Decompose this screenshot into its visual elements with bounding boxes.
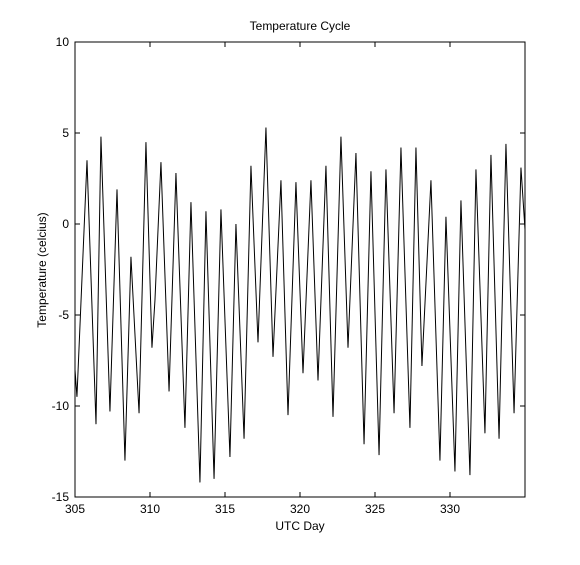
y-tick-label: 0 [62,217,69,231]
y-axis-label: Temperature (celcius) [35,212,49,327]
x-tick-label: 305 [65,502,85,516]
y-tick-label: 10 [56,35,70,49]
y-tick-label: -10 [52,399,70,413]
x-tick-label: 310 [140,502,160,516]
x-tick-label: 315 [215,502,235,516]
chart-title: Temperature Cycle [250,19,351,33]
y-tick-label: 5 [62,126,69,140]
y-tick-label: -5 [58,308,69,322]
x-tick-label: 330 [440,502,460,516]
x-tick-label: 320 [290,502,310,516]
x-tick-label: 325 [365,502,385,516]
temperature-line [74,127,526,483]
y-tick-label: -15 [52,490,70,504]
x-axis-label: UTC Day [275,519,324,533]
